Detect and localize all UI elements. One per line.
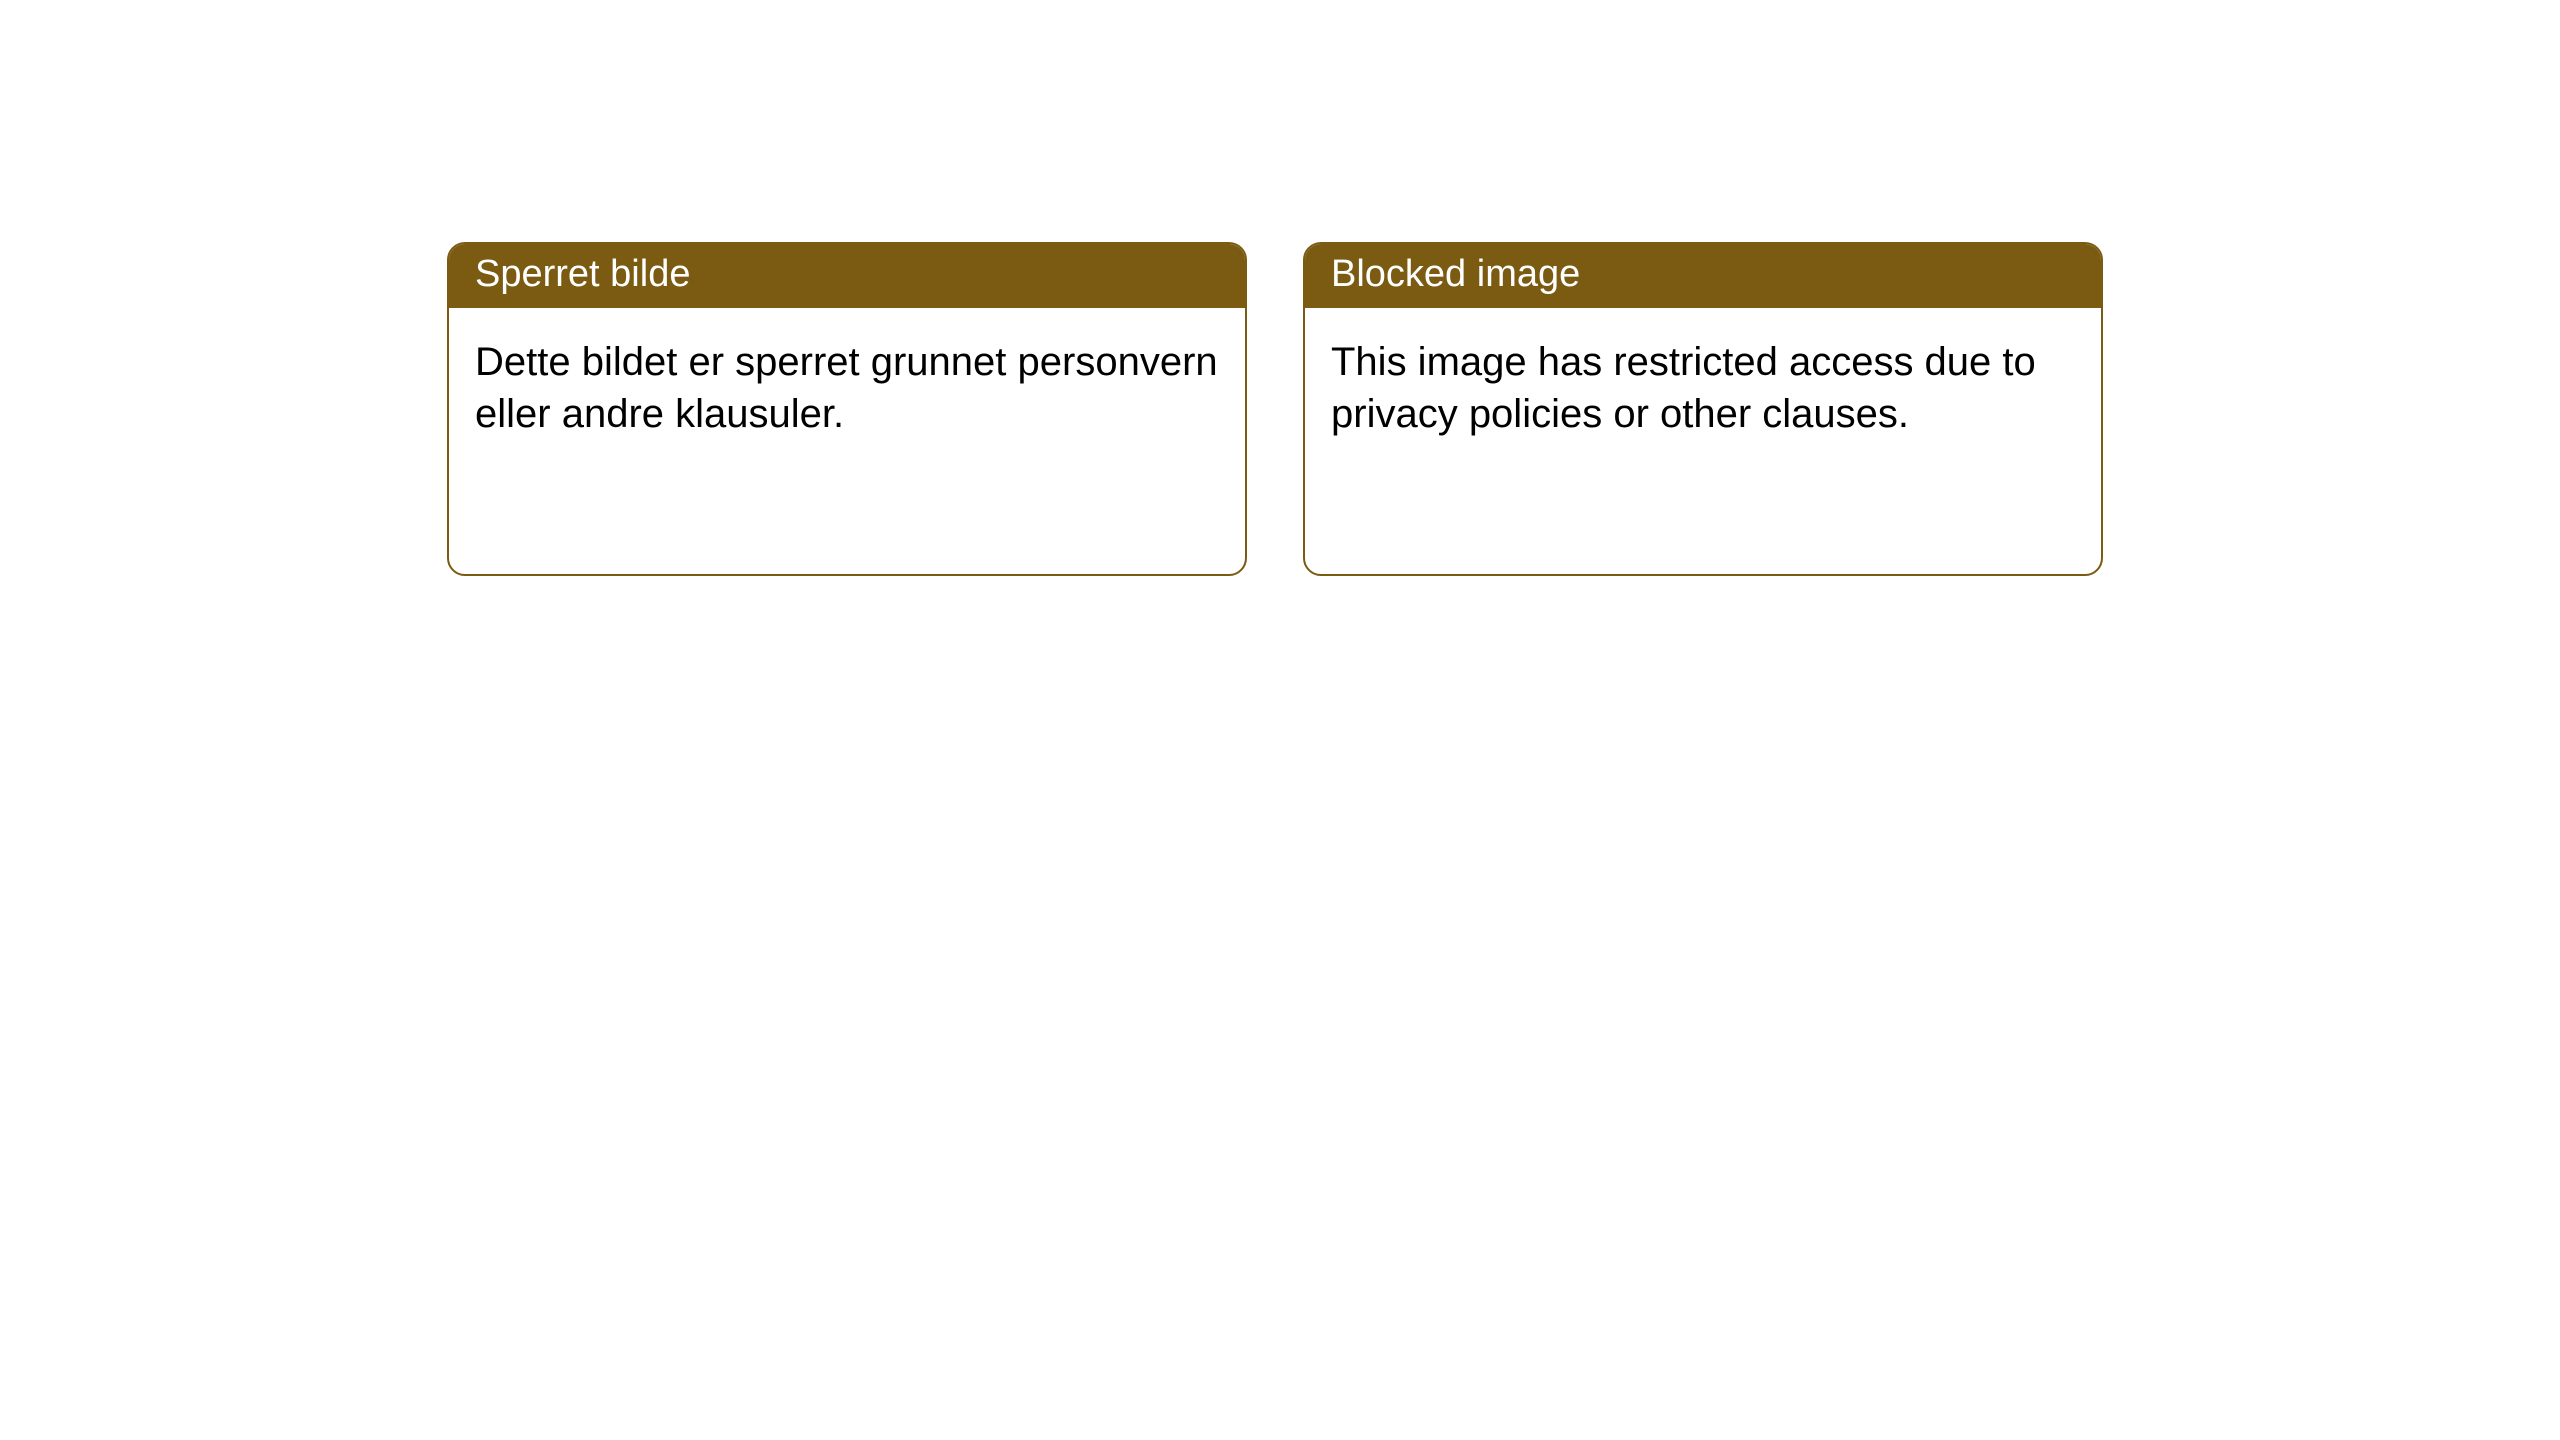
notice-card-body: Dette bildet er sperret grunnet personve… [449, 308, 1245, 574]
notice-card-header: Sperret bilde [449, 244, 1245, 308]
notice-cards-row: Sperret bilde Dette bildet er sperret gr… [0, 0, 2560, 576]
notice-card-no: Sperret bilde Dette bildet er sperret gr… [447, 242, 1247, 576]
notice-card-header: Blocked image [1305, 244, 2101, 308]
notice-card-en: Blocked image This image has restricted … [1303, 242, 2103, 576]
notice-card-body: This image has restricted access due to … [1305, 308, 2101, 574]
